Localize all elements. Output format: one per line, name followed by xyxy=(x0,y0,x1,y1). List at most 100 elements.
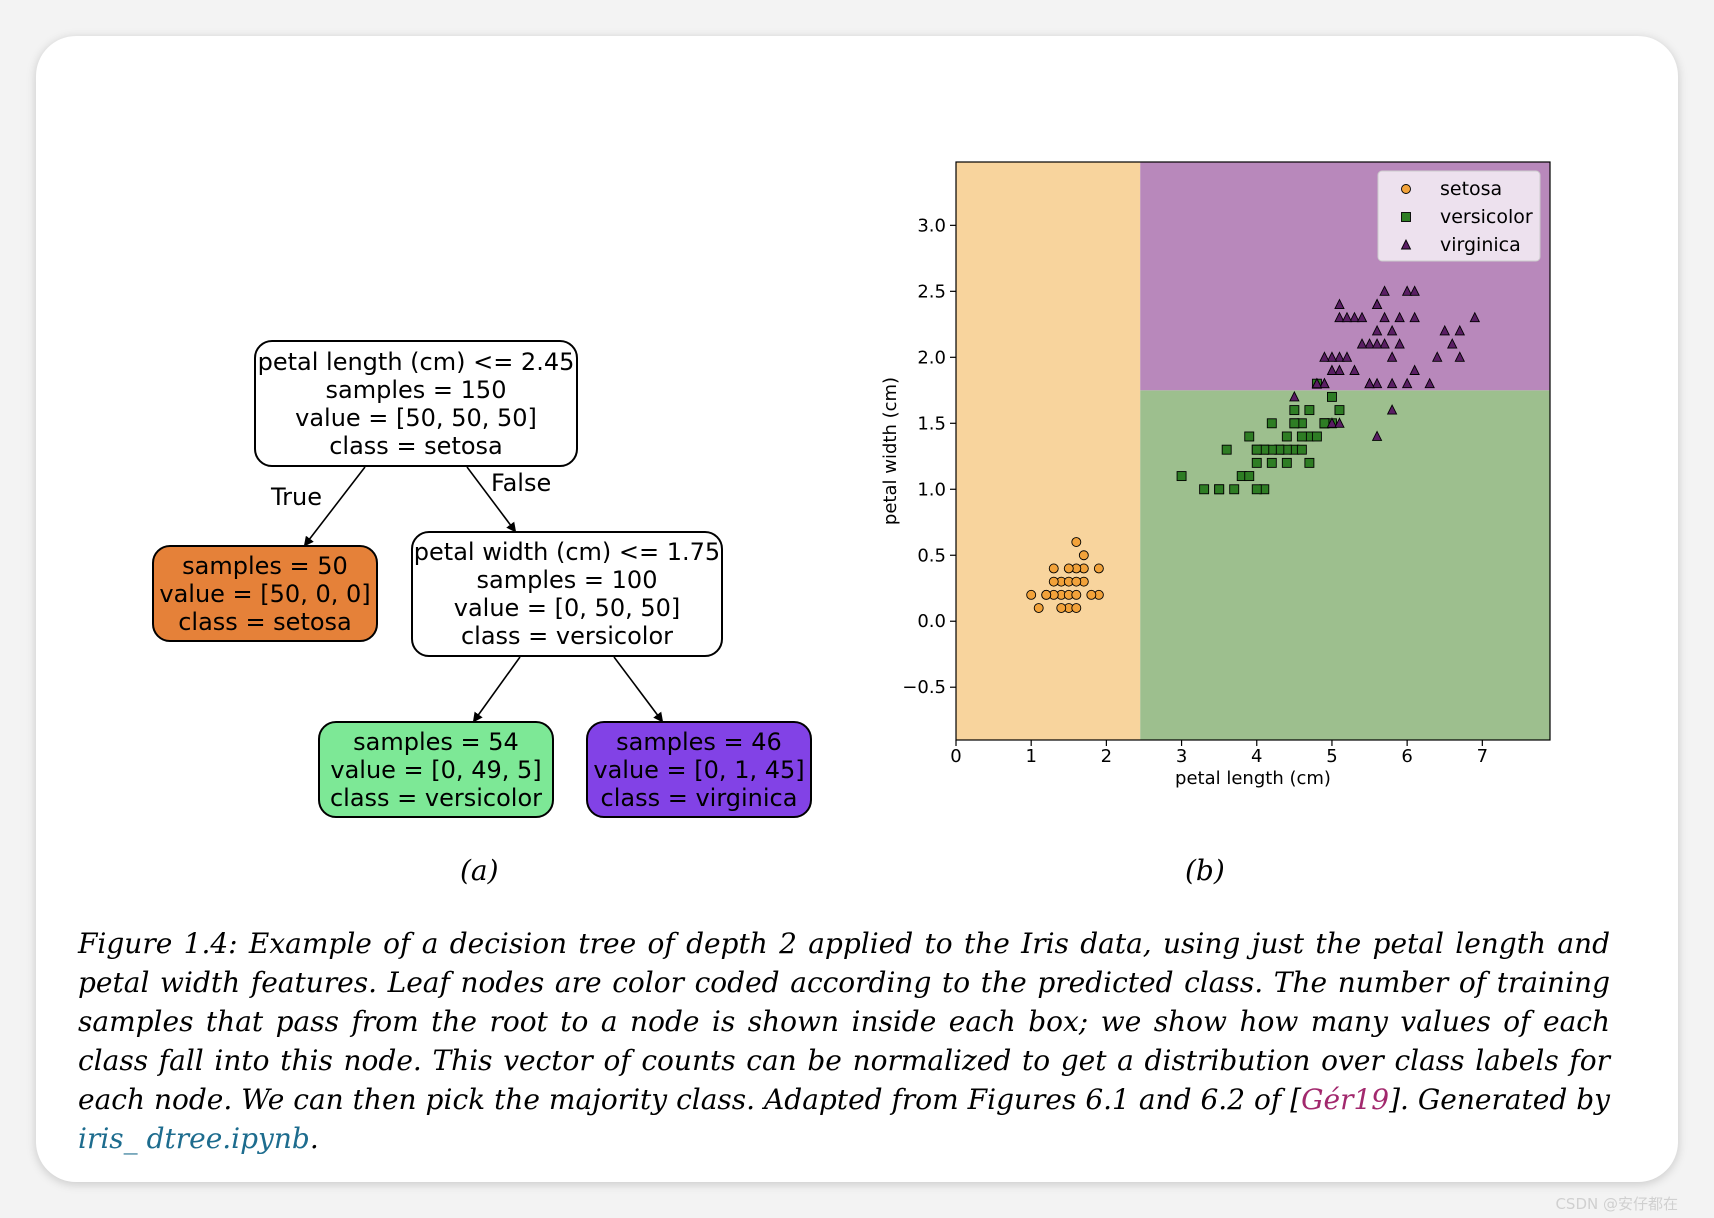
versicolor-point xyxy=(1214,484,1225,495)
versicolor-point xyxy=(1244,471,1255,482)
x-tick-label: 6 xyxy=(1401,746,1412,767)
virginica-point xyxy=(1371,430,1383,441)
caption-citation-link[interactable]: Gér19 xyxy=(1301,1083,1390,1116)
legend-label-versicolor: versicolor xyxy=(1440,206,1533,228)
virginica-point xyxy=(1319,351,1330,362)
virginica-point xyxy=(1409,364,1420,375)
region-setosa xyxy=(956,162,1141,740)
root-line-1: petal length (cm) <= 2.45 xyxy=(257,347,575,376)
versicolor-point xyxy=(1289,405,1300,416)
caption-notebook-link[interactable]: iris_ dtree.ipynb xyxy=(78,1122,310,1155)
virginica-point xyxy=(1394,338,1405,349)
versicolor-point xyxy=(1281,431,1292,442)
virginica-point xyxy=(1394,311,1405,323)
versicolor-point xyxy=(1251,484,1262,495)
edge-true-line xyxy=(303,466,366,547)
virginica-point xyxy=(1289,390,1300,402)
leaf-versicolor-line-1: samples = 54 xyxy=(353,727,519,756)
virginica-point xyxy=(1409,311,1420,323)
setosa-point xyxy=(1048,563,1059,574)
edge-true-label: True xyxy=(271,483,322,511)
versicolor-point xyxy=(1266,457,1277,468)
versicolor-point xyxy=(1251,457,1262,468)
setosa-point xyxy=(1078,550,1089,561)
versicolor-point xyxy=(1229,484,1240,495)
versicolor-point xyxy=(1244,431,1255,442)
versicolor-point xyxy=(1304,457,1315,468)
x-tick-label: 7 xyxy=(1477,746,1488,767)
edge-false-label: False xyxy=(491,469,552,497)
split-line-2: samples = 100 xyxy=(476,566,658,594)
region-versicolor xyxy=(1140,390,1550,740)
leaf-setosa-line-2: value = [50, 0, 0] xyxy=(159,579,371,608)
virginica-point xyxy=(1379,311,1390,323)
legend-marker-virginica xyxy=(1400,238,1412,250)
y-tick-label: 0.5 xyxy=(917,545,946,566)
versicolor-point xyxy=(1296,431,1307,442)
x-tick-label: 4 xyxy=(1251,746,1262,767)
plot-frame xyxy=(955,161,1551,741)
virginica-point xyxy=(1401,285,1413,296)
setosa-point xyxy=(1086,589,1097,600)
setosa-point xyxy=(1056,603,1067,613)
virginica-point xyxy=(1349,364,1360,375)
virginica-point xyxy=(1334,351,1345,362)
versicolor-point xyxy=(1199,484,1210,495)
setosa-point xyxy=(1033,603,1044,613)
y-tick-label: 1.0 xyxy=(917,479,946,500)
virginica-point xyxy=(1424,377,1435,389)
versicolor-point xyxy=(1176,471,1187,482)
leaf-versicolor-line-3: class = versicolor xyxy=(329,783,543,812)
subfigure-label-b: (b) xyxy=(1185,854,1225,887)
y-tick-label: −0.5 xyxy=(902,677,946,698)
versicolor-point xyxy=(1311,431,1322,442)
virginica-point xyxy=(1439,324,1450,336)
virginica-point xyxy=(1334,311,1345,323)
virginica-point xyxy=(1371,324,1383,336)
x-tick-label: 3 xyxy=(1176,746,1187,767)
caption-text-middle: ]. Generated by xyxy=(1389,1083,1610,1116)
virginica-point xyxy=(1431,351,1443,362)
virginica-point xyxy=(1401,377,1413,389)
versicolor-point xyxy=(1334,405,1345,416)
y-tick-label: 0.0 xyxy=(917,611,946,632)
watermark: CSDN @安仔都在 xyxy=(1555,1195,1678,1213)
split-line-3: value = [0, 50, 50] xyxy=(453,594,681,622)
virginica-point xyxy=(1386,351,1398,362)
virginica-point xyxy=(1371,298,1383,309)
x-tick-label: 5 xyxy=(1326,746,1337,767)
leaf-virginica-line-1: samples = 46 xyxy=(616,727,782,756)
root-line-3: value = [50, 50, 50] xyxy=(295,403,537,432)
versicolor-point xyxy=(1326,391,1337,402)
virginica-point xyxy=(1454,324,1466,336)
virginica-point xyxy=(1364,338,1375,349)
tree-leaf-versicolor: samples = 54 value = [0, 49, 5] class = … xyxy=(318,721,554,818)
edge-left-line xyxy=(472,656,521,723)
setosa-point xyxy=(1071,589,1082,600)
virginica-point xyxy=(1326,417,1338,428)
legend-marker-setosa xyxy=(1401,184,1411,194)
x-axis-label: petal length (cm) xyxy=(1175,768,1331,789)
y-tick-label: 2.5 xyxy=(917,281,946,302)
virginica-point xyxy=(1386,324,1398,336)
tree-split-node: petal width (cm) <= 1.75 samples = 100 v… xyxy=(411,531,723,657)
virginica-point xyxy=(1371,338,1383,349)
root-line-2: samples = 150 xyxy=(325,375,507,404)
versicolor-point xyxy=(1289,418,1300,429)
virginica-point xyxy=(1311,377,1323,389)
y-axis-label: petal width (cm) xyxy=(880,377,901,525)
legend-label-setosa: setosa xyxy=(1440,178,1502,200)
legend-box xyxy=(1377,170,1541,262)
virginica-point xyxy=(1334,298,1345,309)
tree-root-node: petal length (cm) <= 2.45 samples = 150 … xyxy=(254,340,578,467)
virginica-point xyxy=(1341,351,1353,362)
virginica-point xyxy=(1356,338,1368,349)
tree-leaf-setosa: samples = 50 value = [50, 0, 0] class = … xyxy=(152,545,378,642)
virginica-point xyxy=(1447,338,1458,349)
virginica-point xyxy=(1454,351,1466,362)
virginica-point xyxy=(1379,285,1390,296)
versicolor-point xyxy=(1296,444,1307,455)
edge-right-line xyxy=(613,656,664,723)
legend-label-virginica: virginica xyxy=(1440,234,1521,256)
